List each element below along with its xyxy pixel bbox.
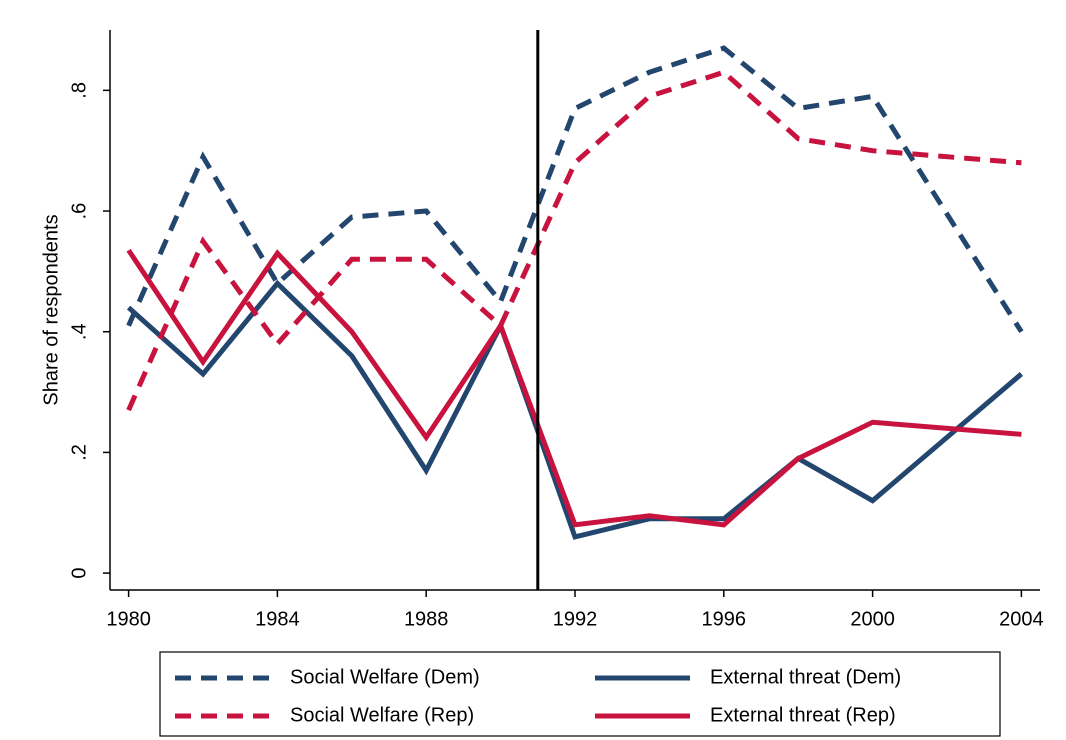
x-tick-label: 2004 bbox=[999, 608, 1044, 630]
y-tick-label: 0 bbox=[68, 568, 90, 579]
y-axis-label: Share of respondents bbox=[40, 214, 62, 405]
x-tick-label: 1984 bbox=[255, 608, 300, 630]
y-tick-label: .2 bbox=[68, 444, 90, 461]
series-line bbox=[126, 248, 1022, 528]
y-tick-label: .8 bbox=[68, 82, 90, 99]
y-tick-label: .6 bbox=[68, 203, 90, 220]
x-tick-label: 2000 bbox=[850, 608, 895, 630]
legend-label: Social Welfare (Dem) bbox=[290, 666, 480, 688]
legend-box bbox=[159, 651, 1001, 737]
series-line bbox=[126, 69, 1022, 412]
series-line bbox=[126, 279, 1024, 540]
legend-label: External threat (Dem) bbox=[710, 666, 901, 688]
x-tick-label: 1996 bbox=[702, 608, 747, 630]
x-tick-label: 1992 bbox=[553, 608, 598, 630]
legend-label: Social Welfare (Rep) bbox=[290, 704, 474, 726]
x-tick-label: 1988 bbox=[404, 608, 449, 630]
legend-label: External threat (Rep) bbox=[710, 704, 896, 726]
series-line bbox=[126, 45, 1024, 334]
y-tick-label: .4 bbox=[68, 323, 90, 340]
x-tick-label: 1980 bbox=[106, 608, 151, 630]
